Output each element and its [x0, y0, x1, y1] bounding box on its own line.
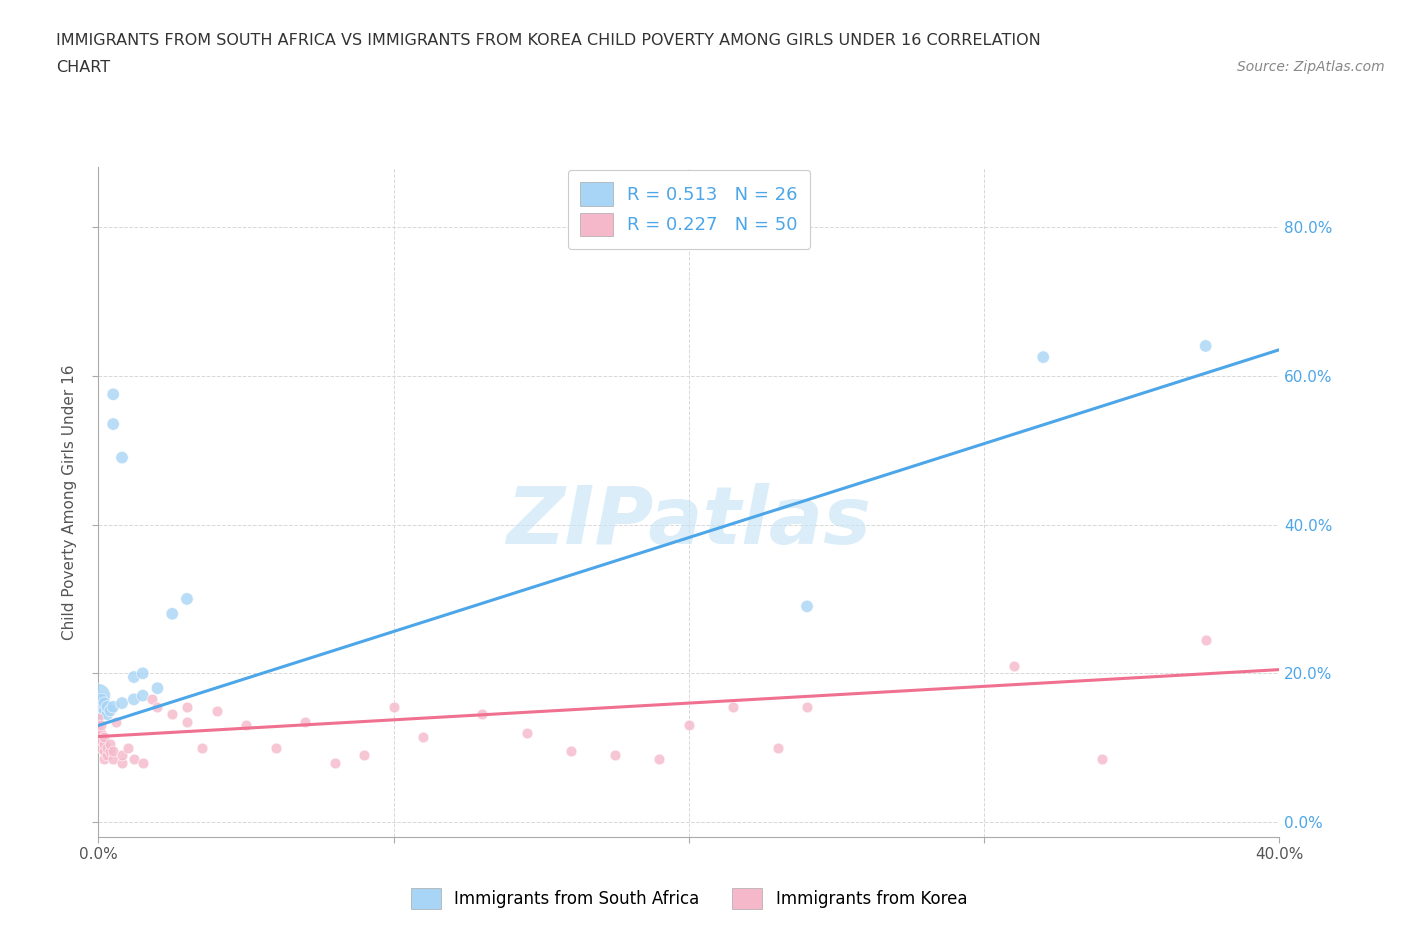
Point — [90, 740, 112, 755]
Point — [353, 748, 375, 763]
Point — [90, 699, 112, 714]
Point — [111, 450, 134, 465]
Point — [87, 699, 110, 714]
Y-axis label: Child Poverty Among Girls Under 16: Child Poverty Among Girls Under 16 — [62, 365, 77, 640]
Point — [111, 696, 134, 711]
Point — [87, 696, 110, 711]
Point — [103, 744, 125, 759]
Point — [87, 718, 110, 733]
Point — [90, 733, 112, 748]
Point — [162, 606, 183, 621]
Point — [1002, 658, 1025, 673]
Point — [103, 699, 125, 714]
Point — [766, 740, 789, 755]
Point — [122, 692, 145, 707]
Point — [176, 714, 198, 729]
Point — [87, 733, 110, 748]
Point — [96, 748, 118, 763]
Point — [648, 751, 671, 766]
Point — [294, 714, 316, 729]
Text: IMMIGRANTS FROM SOUTH AFRICA VS IMMIGRANTS FROM KOREA CHILD POVERTY AMONG GIRLS : IMMIGRANTS FROM SOUTH AFRICA VS IMMIGRAN… — [56, 33, 1040, 47]
Point — [122, 670, 145, 684]
Point — [93, 729, 115, 744]
Point — [176, 591, 198, 606]
Point — [90, 707, 112, 722]
Point — [1195, 339, 1218, 353]
Point — [87, 725, 110, 740]
Point — [382, 699, 405, 714]
Point — [111, 755, 134, 770]
Point — [264, 740, 287, 755]
Point — [103, 387, 125, 402]
Point — [1195, 632, 1218, 647]
Point — [98, 744, 121, 759]
Point — [117, 740, 139, 755]
Point — [93, 744, 115, 759]
Point — [471, 707, 494, 722]
Point — [111, 748, 134, 763]
Point — [96, 699, 118, 714]
Point — [93, 737, 115, 751]
Point — [796, 599, 818, 614]
Point — [90, 718, 112, 733]
Point — [723, 699, 745, 714]
Point — [796, 699, 818, 714]
Point — [93, 703, 115, 718]
Point — [678, 718, 700, 733]
Point — [141, 692, 163, 707]
Point — [1032, 350, 1054, 365]
Point — [87, 711, 110, 725]
Point — [98, 737, 121, 751]
Legend: Immigrants from South Africa, Immigrants from Korea: Immigrants from South Africa, Immigrants… — [404, 881, 974, 916]
Text: Source: ZipAtlas.com: Source: ZipAtlas.com — [1237, 60, 1385, 74]
Point — [122, 751, 145, 766]
Point — [205, 703, 228, 718]
Point — [96, 740, 118, 755]
Point — [132, 688, 155, 703]
Point — [560, 744, 582, 759]
Point — [105, 714, 128, 729]
Point — [103, 417, 125, 432]
Point — [103, 751, 125, 766]
Point — [176, 699, 198, 714]
Point — [146, 699, 169, 714]
Point — [162, 707, 183, 722]
Point — [605, 748, 627, 763]
Point — [191, 740, 214, 755]
Text: CHART: CHART — [56, 60, 110, 75]
Point — [132, 666, 155, 681]
Point — [98, 703, 121, 718]
Point — [93, 696, 115, 711]
Point — [235, 718, 257, 733]
Point — [90, 692, 112, 707]
Point — [132, 755, 155, 770]
Point — [412, 729, 434, 744]
Point — [87, 688, 110, 703]
Point — [96, 707, 118, 722]
Point — [323, 755, 346, 770]
Point — [515, 725, 537, 740]
Point — [146, 681, 169, 696]
Point — [1091, 751, 1114, 766]
Point — [90, 725, 112, 740]
Text: ZIPatlas: ZIPatlas — [506, 484, 872, 562]
Point — [93, 751, 115, 766]
